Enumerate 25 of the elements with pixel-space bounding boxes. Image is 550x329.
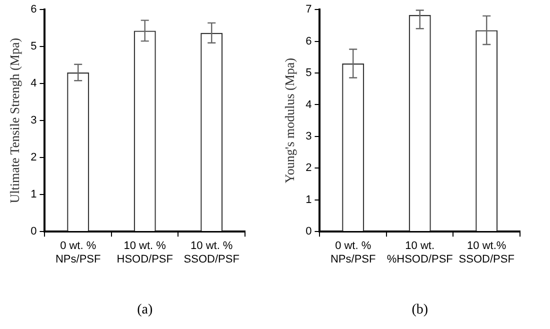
x-tick-label: 0 wt. % NPs/PSF [330,240,376,266]
y-tick-label: 5 [306,67,312,80]
x-tick-label: 10 wt. % SSOD/PSF [184,240,240,266]
y-tick-label: 2 [306,162,312,174]
y-tick-label: 6 [30,4,37,16]
y-tick-label: 4 [306,98,312,111]
y-tick-label: 7 [306,4,312,16]
y-tick-label: 0 [30,226,37,238]
y-tick-label: 2 [30,152,37,164]
x-tick-label: 0 wt. % NPs/PSF [55,240,101,266]
y-tick-label: 6 [306,35,312,48]
x-tick-label: 10 wt. % HSOD/PSF [116,240,174,266]
x-tick-label: 10 wt.% SSOD/PSF [458,240,515,266]
y-axis-title: Ultimate Tensile Strengh (Mpa) [7,38,22,204]
y-tick-label: 0 [306,226,312,238]
y-tick-label: 1 [30,188,37,201]
y-tick-label: 5 [30,40,37,53]
text: (a) [137,302,153,318]
y-tick-label: 3 [306,130,312,142]
y-tick-label: 3 [30,114,37,127]
text: (b) [412,302,428,318]
x-tick-label: 10 wt. %HSOD/PSF [386,240,454,266]
y-tick-label: 4 [30,78,37,90]
y-axis-title: Young's modulus (Mpa) [282,58,298,184]
y-tick-label: 1 [306,194,312,206]
